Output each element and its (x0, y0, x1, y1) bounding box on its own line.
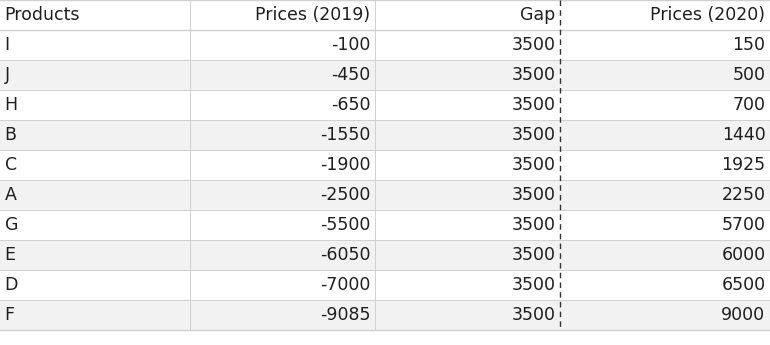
Text: Prices (2019): Prices (2019) (256, 6, 370, 24)
Bar (0, 0, 770, 30)
Text: J: J (5, 66, 10, 84)
Text: Prices (2020): Prices (2020) (651, 6, 765, 24)
Text: D: D (5, 276, 18, 294)
Text: -9085: -9085 (320, 306, 370, 324)
Text: 150: 150 (732, 36, 765, 54)
Text: 3500: 3500 (511, 156, 555, 174)
Text: 3500: 3500 (511, 36, 555, 54)
Text: B: B (5, 126, 17, 144)
Text: -1550: -1550 (320, 126, 370, 144)
Text: 3500: 3500 (511, 126, 555, 144)
Text: 9000: 9000 (721, 306, 765, 324)
Text: -2500: -2500 (320, 186, 370, 204)
Text: 3500: 3500 (511, 246, 555, 264)
Bar (0, 30, 770, 60)
Text: 6000: 6000 (721, 246, 765, 264)
Text: 500: 500 (732, 66, 765, 84)
Text: 700: 700 (732, 96, 765, 114)
Text: 3500: 3500 (511, 306, 555, 324)
Bar (0, 240, 770, 270)
Bar (0, 180, 770, 210)
Bar (0, 300, 770, 330)
Text: 3500: 3500 (511, 186, 555, 204)
Text: -450: -450 (331, 66, 370, 84)
Text: -1900: -1900 (320, 156, 370, 174)
Bar (0, 90, 770, 120)
Text: F: F (5, 306, 15, 324)
Text: C: C (5, 156, 17, 174)
Text: -650: -650 (331, 96, 370, 114)
Text: 3500: 3500 (511, 276, 555, 294)
Text: 3500: 3500 (511, 66, 555, 84)
Text: 1925: 1925 (721, 156, 765, 174)
Text: A: A (5, 186, 16, 204)
Text: 2250: 2250 (721, 186, 765, 204)
Bar (0, 60, 770, 90)
Bar (0, 210, 770, 240)
Text: E: E (5, 246, 15, 264)
Bar (0, 150, 770, 180)
Bar (0, 270, 770, 300)
Bar (0, 120, 770, 150)
Text: 1440: 1440 (721, 126, 765, 144)
Text: G: G (5, 216, 18, 234)
Text: 6500: 6500 (721, 276, 765, 294)
Text: H: H (5, 96, 18, 114)
Text: I: I (5, 36, 10, 54)
Text: Products: Products (5, 6, 80, 24)
Text: -6050: -6050 (320, 246, 370, 264)
Text: -100: -100 (331, 36, 370, 54)
Text: -7000: -7000 (320, 276, 370, 294)
Text: 3500: 3500 (511, 216, 555, 234)
Text: -5500: -5500 (320, 216, 370, 234)
Text: 5700: 5700 (721, 216, 765, 234)
Text: Gap: Gap (520, 6, 555, 24)
Text: 3500: 3500 (511, 96, 555, 114)
